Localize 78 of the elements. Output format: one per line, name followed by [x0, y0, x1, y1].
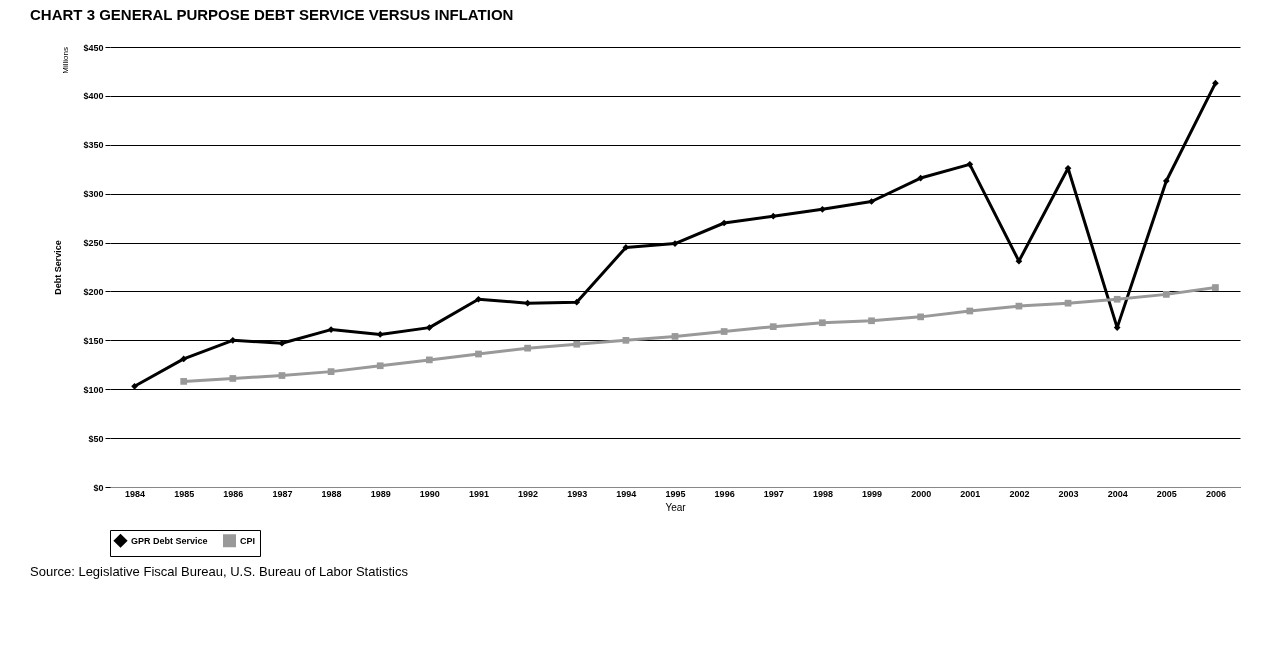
x-tick-label: 1989 — [370, 488, 391, 499]
x-tick-label: 2003 — [1058, 488, 1079, 499]
point — [475, 350, 482, 358]
point — [868, 317, 875, 325]
y-tick-label: $150 — [83, 335, 104, 346]
point — [180, 378, 188, 385]
point — [966, 307, 974, 315]
point — [966, 160, 974, 168]
x-tick-label: 2000 — [911, 488, 932, 499]
point — [376, 331, 384, 338]
legend-label: CPI — [240, 535, 256, 546]
point — [573, 340, 581, 348]
point — [376, 362, 384, 370]
point — [524, 299, 531, 307]
x-tick-label: 1984 — [125, 488, 146, 499]
point — [622, 244, 630, 251]
x-tick-label: 1995 — [665, 488, 686, 499]
x-tick-label: 1997 — [763, 488, 784, 499]
x-tick-label: 2002 — [1009, 488, 1030, 499]
y-tick-label: $250 — [83, 238, 104, 249]
text: Millions — [61, 47, 70, 74]
point — [1162, 177, 1170, 185]
x-tick-label: 1992 — [518, 488, 539, 499]
y-tick-label: $450 — [83, 42, 104, 53]
x-tick-label: 1987 — [272, 488, 293, 499]
point — [769, 212, 777, 220]
point — [917, 313, 925, 321]
point — [1162, 291, 1170, 298]
point — [917, 174, 925, 182]
point — [278, 372, 286, 379]
x-tick-label: 1994 — [616, 488, 637, 499]
point — [819, 205, 826, 213]
y-tick-label: $0 — [93, 482, 104, 493]
point — [1212, 284, 1219, 291]
y-axis-title: Debt Service — [53, 240, 64, 295]
x-tick-label: 1996 — [714, 488, 735, 499]
point — [720, 219, 728, 227]
y-tick-label: $350 — [83, 140, 104, 151]
point — [769, 323, 777, 330]
x-tick-label: 2004 — [1107, 488, 1128, 499]
x-tick-label: 1985 — [174, 488, 195, 499]
x-tick-label: 2005 — [1156, 488, 1177, 499]
point — [131, 382, 138, 390]
x-tick-label: 1998 — [812, 488, 833, 499]
y-tick-label: $200 — [83, 286, 104, 297]
point — [671, 333, 679, 340]
point — [180, 355, 188, 363]
point — [229, 375, 237, 382]
x-tick-label: 1986 — [223, 488, 244, 499]
source-note: Source: Legislative Fiscal Bureau, U.S. Bureau of Labor Statistics — [30, 564, 409, 579]
point — [475, 295, 482, 303]
point — [1113, 295, 1121, 303]
point — [868, 198, 875, 205]
chart-title: CHART 3 GENERAL PURPOSE DEBT SERVICE VERSUS INFLATION — [30, 6, 514, 23]
x-tick-label: 2006 — [1205, 488, 1226, 499]
y-tick-label: $300 — [83, 189, 104, 200]
y-tick-label: $50 — [88, 433, 104, 444]
point — [1064, 299, 1072, 307]
y-tick-label: $100 — [83, 384, 104, 395]
x-tick-label: 1991 — [468, 488, 489, 499]
x-tick-label: 1988 — [321, 488, 342, 499]
x-tick-label: 1990 — [419, 488, 440, 499]
x-tick-label: 1999 — [862, 488, 883, 499]
x-tick-label: 2001 — [960, 488, 981, 499]
y-tick-label: $400 — [83, 91, 104, 102]
point — [819, 319, 826, 327]
point — [720, 328, 728, 335]
legend-label: GPR Debt Service — [131, 535, 208, 546]
point — [1212, 79, 1219, 87]
x-tick-label: 1993 — [567, 488, 588, 499]
point — [622, 336, 630, 344]
point — [524, 344, 531, 352]
point — [327, 326, 335, 333]
x-axis-title: Year — [665, 501, 687, 513]
point — [327, 368, 335, 375]
point — [425, 356, 433, 364]
point — [573, 298, 581, 306]
point — [425, 324, 433, 331]
